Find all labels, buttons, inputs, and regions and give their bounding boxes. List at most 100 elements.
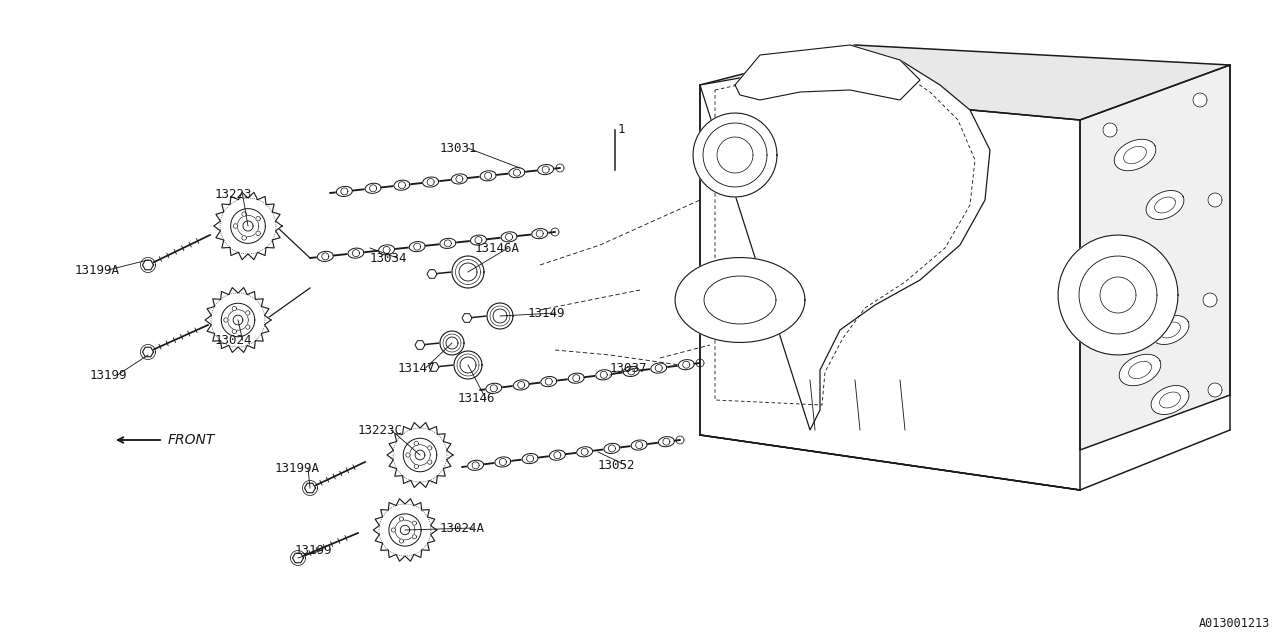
Polygon shape — [242, 212, 246, 216]
Polygon shape — [486, 383, 502, 394]
Text: 13223: 13223 — [215, 188, 252, 200]
Polygon shape — [394, 180, 410, 190]
Polygon shape — [428, 179, 434, 186]
Text: FRONT: FRONT — [168, 433, 215, 447]
Polygon shape — [412, 521, 416, 525]
Polygon shape — [513, 380, 529, 390]
Polygon shape — [415, 442, 419, 445]
Polygon shape — [549, 450, 566, 460]
Polygon shape — [480, 171, 497, 181]
Polygon shape — [475, 237, 483, 244]
Polygon shape — [413, 243, 421, 250]
Polygon shape — [460, 357, 476, 373]
Polygon shape — [246, 311, 250, 315]
Polygon shape — [365, 183, 381, 193]
Polygon shape — [321, 253, 329, 260]
Polygon shape — [256, 231, 260, 236]
Polygon shape — [232, 307, 237, 310]
Polygon shape — [460, 263, 477, 281]
Text: 13034: 13034 — [370, 252, 407, 264]
Polygon shape — [513, 169, 521, 176]
Polygon shape — [636, 442, 643, 449]
Text: 13146A: 13146A — [475, 241, 520, 255]
Polygon shape — [471, 235, 486, 245]
Polygon shape — [608, 445, 616, 452]
Polygon shape — [572, 374, 580, 381]
Polygon shape — [568, 373, 584, 383]
Polygon shape — [600, 371, 607, 378]
Polygon shape — [522, 454, 538, 463]
Text: 13052: 13052 — [598, 458, 635, 472]
Text: 13031: 13031 — [440, 141, 477, 154]
Polygon shape — [700, 45, 1230, 120]
Polygon shape — [509, 168, 525, 178]
Polygon shape — [581, 448, 588, 455]
Polygon shape — [490, 385, 497, 392]
Polygon shape — [577, 447, 593, 457]
Text: 13223C: 13223C — [358, 424, 403, 436]
Polygon shape — [545, 378, 552, 385]
Polygon shape — [383, 246, 390, 253]
Polygon shape — [663, 438, 669, 445]
Polygon shape — [1208, 383, 1222, 397]
Polygon shape — [536, 230, 543, 237]
Polygon shape — [387, 422, 453, 488]
Polygon shape — [543, 166, 549, 173]
Polygon shape — [214, 193, 282, 260]
Polygon shape — [538, 164, 553, 175]
Polygon shape — [540, 376, 557, 387]
Polygon shape — [456, 175, 463, 182]
Polygon shape — [142, 260, 154, 270]
Polygon shape — [406, 453, 410, 457]
Polygon shape — [1146, 191, 1184, 220]
Polygon shape — [246, 325, 250, 329]
Polygon shape — [370, 185, 376, 192]
Polygon shape — [317, 252, 333, 261]
Polygon shape — [415, 450, 425, 460]
Polygon shape — [348, 248, 364, 258]
Polygon shape — [1151, 316, 1189, 344]
Polygon shape — [398, 182, 406, 189]
Polygon shape — [493, 309, 507, 323]
Text: 13024A: 13024A — [440, 522, 485, 534]
Polygon shape — [1103, 123, 1117, 137]
Polygon shape — [499, 458, 507, 465]
Polygon shape — [399, 517, 403, 521]
Polygon shape — [392, 528, 396, 532]
Text: 13149: 13149 — [529, 307, 566, 319]
Polygon shape — [256, 216, 260, 221]
Polygon shape — [462, 314, 472, 323]
Polygon shape — [1119, 355, 1161, 386]
Polygon shape — [650, 363, 667, 373]
Text: A013001213: A013001213 — [1199, 617, 1270, 630]
Text: 13146: 13146 — [458, 392, 495, 404]
Text: 13199A: 13199A — [76, 264, 120, 276]
Polygon shape — [1193, 93, 1207, 107]
Polygon shape — [1151, 385, 1189, 415]
Polygon shape — [410, 241, 425, 252]
Text: 13037: 13037 — [611, 362, 648, 374]
Polygon shape — [682, 361, 690, 368]
Polygon shape — [495, 457, 511, 467]
Polygon shape — [658, 436, 675, 447]
Polygon shape — [1203, 293, 1217, 307]
Polygon shape — [1114, 140, 1156, 171]
Polygon shape — [454, 351, 483, 379]
Text: 1: 1 — [618, 123, 626, 136]
Polygon shape — [428, 460, 431, 464]
Polygon shape — [627, 368, 635, 375]
Polygon shape — [467, 460, 484, 470]
Polygon shape — [415, 340, 425, 349]
Polygon shape — [700, 85, 1080, 490]
Polygon shape — [224, 318, 228, 322]
Polygon shape — [1080, 65, 1230, 450]
Polygon shape — [675, 257, 805, 342]
Polygon shape — [243, 221, 253, 231]
Polygon shape — [440, 238, 456, 248]
Polygon shape — [422, 177, 439, 187]
Polygon shape — [631, 440, 648, 450]
Polygon shape — [399, 539, 403, 543]
Polygon shape — [506, 234, 512, 241]
Polygon shape — [205, 287, 271, 353]
Polygon shape — [452, 256, 484, 288]
